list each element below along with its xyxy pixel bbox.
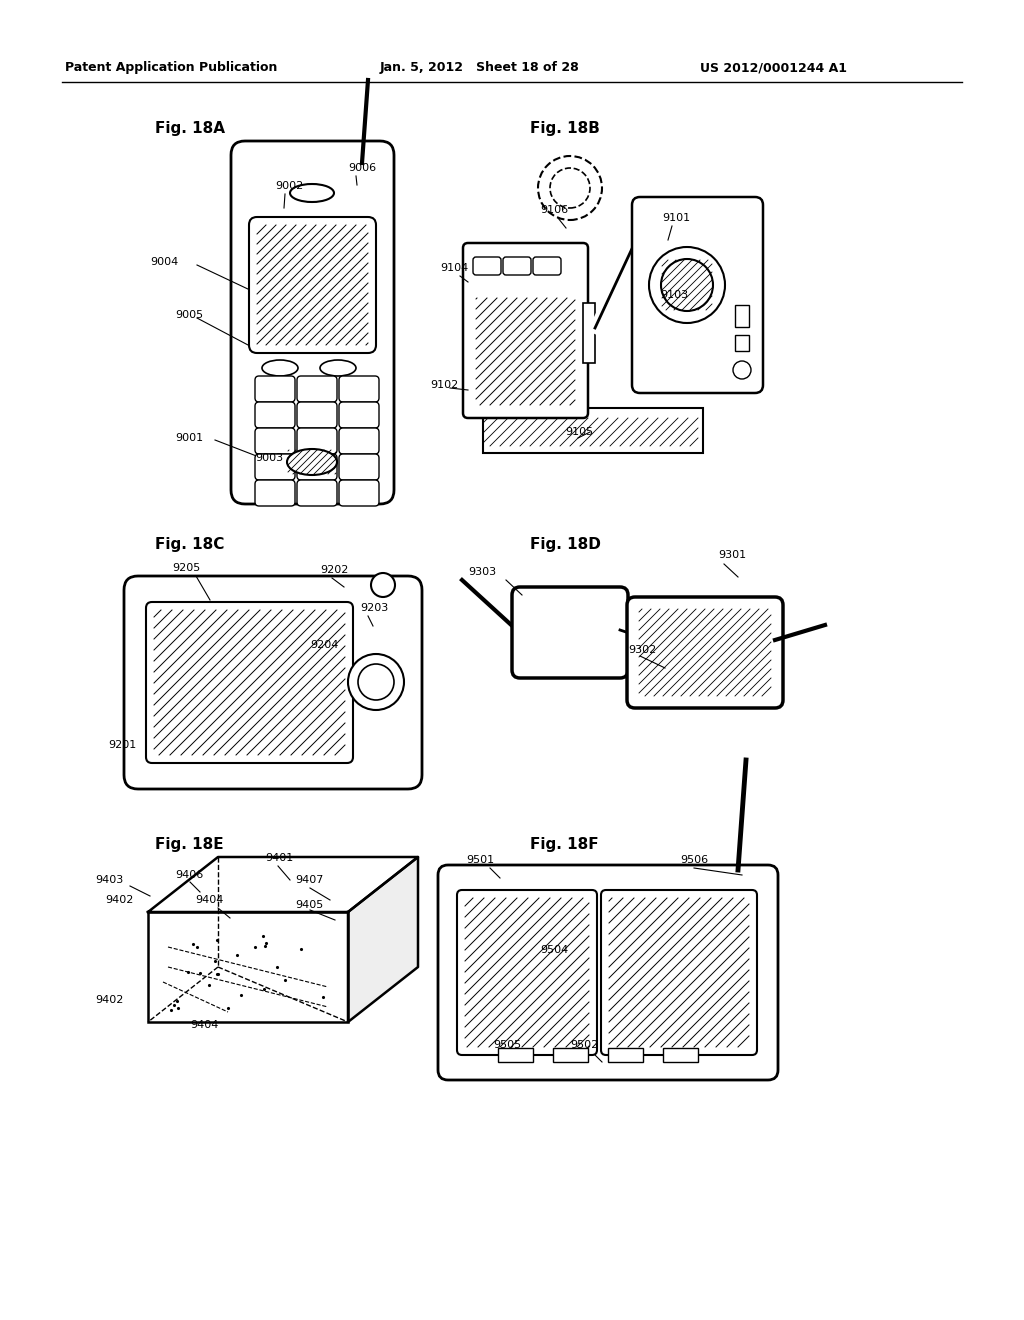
Text: 9501: 9501 [466, 855, 495, 865]
FancyBboxPatch shape [297, 454, 337, 480]
Ellipse shape [262, 360, 298, 376]
Text: 9406: 9406 [175, 870, 203, 880]
Text: 9101: 9101 [662, 213, 690, 223]
Circle shape [733, 360, 751, 379]
Text: 9504: 9504 [540, 945, 568, 954]
Text: Fig. 18B: Fig. 18B [530, 120, 600, 136]
Circle shape [371, 573, 395, 597]
Text: 9202: 9202 [319, 565, 348, 576]
Text: 9506: 9506 [680, 855, 709, 865]
Text: 9105: 9105 [565, 426, 593, 437]
Text: Fig. 18D: Fig. 18D [530, 537, 601, 553]
FancyBboxPatch shape [627, 597, 783, 708]
Text: 9203: 9203 [360, 603, 388, 612]
FancyBboxPatch shape [297, 428, 337, 454]
FancyBboxPatch shape [457, 890, 597, 1055]
Text: 9201: 9201 [108, 741, 136, 750]
Text: 9004: 9004 [150, 257, 178, 267]
Circle shape [662, 259, 713, 312]
Bar [498, 1048, 534, 1063]
Circle shape [538, 156, 602, 220]
Circle shape [550, 168, 590, 209]
FancyBboxPatch shape [473, 257, 501, 275]
Text: 9001: 9001 [175, 433, 203, 444]
Text: 9405: 9405 [295, 900, 324, 909]
Text: 9106: 9106 [540, 205, 568, 215]
FancyBboxPatch shape [503, 257, 531, 275]
Ellipse shape [290, 183, 334, 202]
FancyBboxPatch shape [512, 587, 628, 678]
FancyBboxPatch shape [438, 865, 778, 1080]
Text: Fig. 18F: Fig. 18F [530, 837, 599, 853]
Text: 9204: 9204 [310, 640, 338, 649]
FancyBboxPatch shape [463, 243, 588, 418]
FancyBboxPatch shape [255, 480, 295, 506]
Bar [663, 1048, 698, 1063]
Text: Fig. 18A: Fig. 18A [155, 120, 225, 136]
Text: 9402: 9402 [105, 895, 133, 906]
Text: 9103: 9103 [660, 290, 688, 300]
Text: 9505: 9505 [493, 1040, 521, 1049]
FancyBboxPatch shape [297, 480, 337, 506]
FancyBboxPatch shape [339, 403, 379, 428]
Text: 9102: 9102 [430, 380, 459, 389]
FancyBboxPatch shape [632, 197, 763, 393]
Text: 9403: 9403 [95, 875, 123, 884]
Text: 9402: 9402 [95, 995, 123, 1005]
Polygon shape [148, 857, 418, 912]
FancyBboxPatch shape [297, 403, 337, 428]
Bar [148, 912, 348, 1022]
Text: Fig. 18E: Fig. 18E [155, 837, 223, 853]
Circle shape [358, 664, 394, 700]
Text: 9502: 9502 [570, 1040, 598, 1049]
Text: Patent Application Publication: Patent Application Publication [65, 62, 278, 74]
Circle shape [649, 247, 725, 323]
FancyBboxPatch shape [339, 454, 379, 480]
FancyBboxPatch shape [534, 257, 561, 275]
Ellipse shape [287, 449, 337, 475]
FancyBboxPatch shape [146, 602, 353, 763]
Bar [735, 305, 749, 327]
Text: 9404: 9404 [190, 1020, 218, 1030]
FancyBboxPatch shape [255, 454, 295, 480]
Bar [553, 1048, 588, 1063]
Text: 9407: 9407 [295, 875, 324, 884]
Bar [608, 1048, 643, 1063]
FancyBboxPatch shape [255, 376, 295, 403]
Text: Fig. 18C: Fig. 18C [155, 537, 224, 553]
FancyBboxPatch shape [339, 480, 379, 506]
FancyBboxPatch shape [231, 141, 394, 504]
Text: 9302: 9302 [628, 645, 656, 655]
Text: 9002: 9002 [275, 181, 303, 191]
FancyBboxPatch shape [297, 376, 337, 403]
Polygon shape [348, 857, 418, 1022]
Text: 9205: 9205 [172, 564, 201, 573]
FancyBboxPatch shape [339, 376, 379, 403]
Text: 9006: 9006 [348, 162, 376, 173]
FancyBboxPatch shape [124, 576, 422, 789]
Ellipse shape [319, 360, 356, 376]
Bar [735, 335, 749, 351]
Text: 9005: 9005 [175, 310, 203, 319]
Text: 9003: 9003 [255, 453, 283, 463]
Text: 9401: 9401 [265, 853, 293, 863]
Text: 9104: 9104 [440, 263, 468, 273]
Circle shape [348, 653, 404, 710]
Text: 9404: 9404 [195, 895, 223, 906]
FancyBboxPatch shape [339, 428, 379, 454]
Bar [583, 304, 595, 363]
FancyBboxPatch shape [255, 403, 295, 428]
Text: Jan. 5, 2012   Sheet 18 of 28: Jan. 5, 2012 Sheet 18 of 28 [380, 62, 580, 74]
FancyBboxPatch shape [601, 890, 757, 1055]
FancyBboxPatch shape [255, 428, 295, 454]
Text: 9303: 9303 [468, 568, 496, 577]
Text: US 2012/0001244 A1: US 2012/0001244 A1 [700, 62, 847, 74]
FancyBboxPatch shape [249, 216, 376, 352]
Text: 9301: 9301 [718, 550, 746, 560]
Bar [483, 408, 703, 453]
